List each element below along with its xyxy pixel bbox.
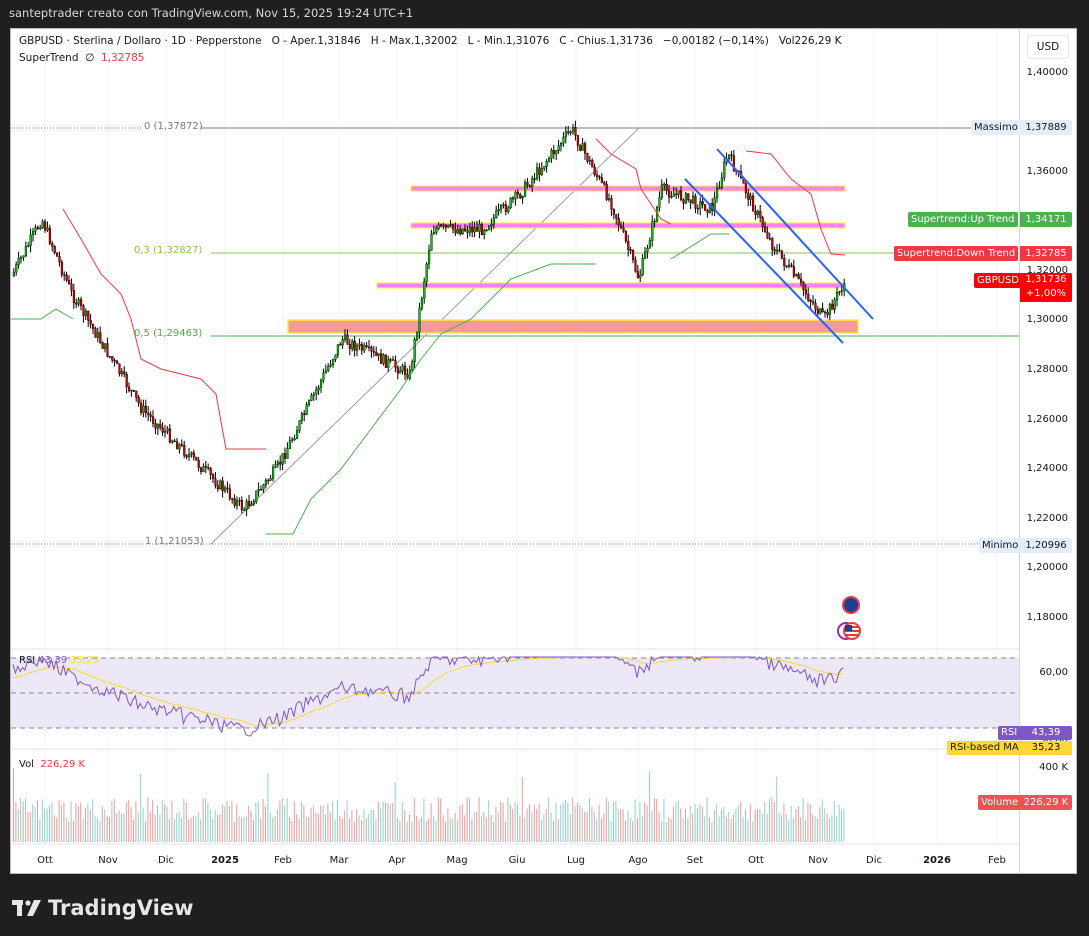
downtrend-value: 1,32785 bbox=[1020, 246, 1072, 261]
volume-tick: 400 K bbox=[1039, 762, 1068, 773]
massimo-value: 1,37889 bbox=[1020, 120, 1072, 135]
high-value: H - Max.1,32002 bbox=[370, 35, 458, 47]
uptrend-value: 1,34171 bbox=[1020, 212, 1072, 227]
indicator-legend[interactable]: SuperTrend ∅ 1,32785 bbox=[19, 52, 144, 64]
time-tick: Ago bbox=[628, 855, 648, 866]
symbol-legend: GBPUSD · Sterlina / Dollaro · 1D · Peppe… bbox=[19, 35, 842, 47]
time-tick: Nov bbox=[98, 855, 118, 866]
symbol-price-box: 1,31736 +1,00% bbox=[1020, 273, 1072, 302]
uptrend-tag: Supertrend:Up Trend bbox=[908, 212, 1018, 227]
change-value: −0,00182 (−0,14%) bbox=[662, 35, 769, 47]
time-tick: Mar bbox=[329, 855, 349, 866]
supertrend-line bbox=[11, 308, 74, 320]
time-tick: Feb bbox=[988, 855, 1006, 866]
symbol-change: +1,00% bbox=[1025, 288, 1067, 299]
time-tick: Apr bbox=[388, 855, 406, 866]
fib-label-03: 0,3 (1,32827) bbox=[134, 245, 203, 256]
time-tick: Feb bbox=[274, 855, 292, 866]
symbol-tag: GBPUSD bbox=[974, 273, 1023, 288]
tradingview-logo[interactable]: TradingView bbox=[12, 896, 193, 920]
time-tick: 2026 bbox=[923, 855, 951, 866]
time-tick: Set bbox=[686, 855, 704, 866]
time-tick: Nov bbox=[808, 855, 828, 866]
null-symbol-icon: ∅ bbox=[85, 52, 95, 64]
close-value: C - Chius.1,31736 bbox=[559, 35, 653, 47]
indicator-name: SuperTrend bbox=[19, 52, 79, 64]
volume-legend[interactable]: Vol 226,29 K bbox=[19, 759, 85, 770]
currency-button[interactable]: USD bbox=[1027, 35, 1069, 59]
price-tick: 1,30000 bbox=[1026, 314, 1068, 325]
price-tick: 1,24000 bbox=[1026, 463, 1068, 474]
volume-label: Vol bbox=[19, 759, 34, 770]
minimo-tag: Minimo bbox=[979, 538, 1022, 553]
rsi-tag: RSI bbox=[998, 726, 1021, 740]
rsi-value: 43,39 bbox=[38, 655, 68, 666]
price-tick: 1,18000 bbox=[1026, 612, 1068, 623]
chart-frame[interactable]: GBPUSD · Sterlina / Dollaro · 1D · Peppe… bbox=[10, 28, 1077, 874]
time-tick: Giu bbox=[508, 855, 526, 866]
fib-label-0: 0 (1,37872) bbox=[144, 121, 203, 132]
time-tick: Ott bbox=[37, 855, 53, 866]
uk-event-flag-icon[interactable] bbox=[842, 596, 860, 614]
rsi-tick: 60,00 bbox=[1039, 667, 1068, 678]
symbol-line[interactable]: GBPUSD · Sterlina / Dollaro · 1D · Peppe… bbox=[19, 35, 262, 47]
massimo-tag: Massimo bbox=[971, 120, 1021, 135]
rsi-tag-value: 43,39 bbox=[1020, 726, 1072, 740]
attribution: santeptrader creato con TradingView.com,… bbox=[9, 6, 414, 20]
low-value: L - Min.1,31076 bbox=[467, 35, 550, 47]
price-chart-canvas[interactable] bbox=[11, 29, 1019, 874]
time-tick: Dic bbox=[866, 855, 882, 866]
price-tick: 1,32000 bbox=[1026, 265, 1068, 276]
tradingview-logo-text: TradingView bbox=[48, 896, 194, 920]
price-tick: 1,36000 bbox=[1026, 166, 1068, 177]
rsi-ma-tag: RSI-based MA bbox=[947, 741, 1022, 755]
time-tick: Dic bbox=[158, 855, 174, 866]
price-tick: 1,28000 bbox=[1026, 364, 1068, 375]
tradingview-logo-icon bbox=[12, 900, 41, 916]
rsi-label: RSI bbox=[19, 655, 36, 666]
price-tick: 1,26000 bbox=[1026, 414, 1068, 425]
indicator-value: 1,32785 bbox=[101, 52, 145, 64]
price-axis[interactable] bbox=[1019, 29, 1076, 873]
price-tick: 1,20000 bbox=[1026, 562, 1068, 573]
volume-value: Vol226,29 K bbox=[778, 35, 842, 47]
symbol-price: 1,31736 bbox=[1025, 274, 1067, 285]
time-tick: Mag bbox=[446, 855, 468, 866]
supertrend-line bbox=[745, 150, 846, 256]
volume-tag-value: 226,29 K bbox=[1020, 795, 1072, 810]
price-tick: 1,22000 bbox=[1026, 513, 1068, 524]
time-tick: 2025 bbox=[211, 855, 239, 866]
fib-label-05: 0,5 (1,29463) bbox=[134, 328, 203, 339]
fib-label-1: 1 (1,21053) bbox=[145, 536, 204, 547]
time-tick: Lug bbox=[566, 855, 586, 866]
volume-tag: Volume bbox=[978, 795, 1022, 810]
supertrend-line bbox=[266, 263, 596, 535]
rsi-ma-value: 35,23 bbox=[70, 655, 99, 666]
time-tick: Ott bbox=[748, 855, 764, 866]
rsi-legend[interactable]: RSI 43,39 35,23 bbox=[19, 655, 99, 666]
supertrend-line bbox=[595, 138, 672, 225]
supertrend-line bbox=[62, 208, 266, 450]
open-value: O - Aper.1,31846 bbox=[271, 35, 361, 47]
price-tick: 1,40000 bbox=[1026, 67, 1068, 78]
supertrend-line bbox=[670, 233, 729, 260]
us-event-flags-icon[interactable] bbox=[837, 622, 867, 640]
downtrend-tag: Supertrend:Down Trend bbox=[894, 246, 1019, 261]
rsi-ma-tag-value: 35,23 bbox=[1020, 741, 1072, 755]
volume-legend-value: 226,29 K bbox=[40, 759, 86, 770]
minimo-value: 1,20996 bbox=[1020, 538, 1072, 553]
